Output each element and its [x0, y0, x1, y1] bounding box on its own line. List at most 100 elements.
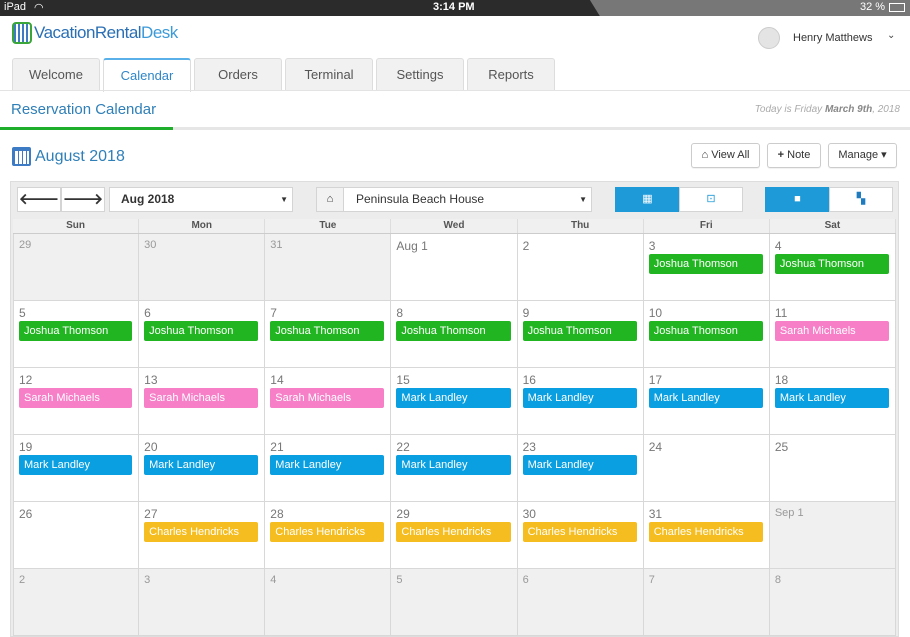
grid-view-toggle[interactable]: ▚ [829, 187, 893, 212]
add-note-button[interactable]: + Note [767, 143, 821, 168]
reservation-event[interactable]: Mark Landley [396, 455, 511, 475]
day-cell[interactable]: 19 Mark Landley [13, 435, 140, 502]
reservation-event[interactable]: Mark Landley [774, 388, 889, 408]
reservation-event[interactable]: Mark Landley [396, 388, 511, 408]
day-cell[interactable]: 5 [391, 569, 518, 636]
day-cell[interactable]: 27 Charles Hendricks [139, 502, 266, 569]
next-month-button[interactable]: 🡒 [61, 187, 105, 212]
day-cell[interactable]: 29 Charles Hendricks [391, 502, 518, 569]
day-cell[interactable]: 8 [769, 569, 896, 636]
day-cell[interactable]: 24 [643, 435, 770, 502]
reservation-event[interactable]: Sarah Michaels [774, 321, 889, 341]
day-cell[interactable]: 23 Mark Landley [517, 435, 644, 502]
single-view-toggle[interactable]: ■ [765, 187, 830, 212]
reservation-event[interactable]: Joshua Thomson [648, 321, 763, 341]
day-cell[interactable]: 25 [769, 435, 896, 502]
weekday-label: Fri [644, 219, 770, 233]
weekday-label: Thu [518, 219, 644, 233]
day-number: 15 [396, 373, 410, 387]
day-cell[interactable]: 16 Mark Landley [517, 368, 644, 435]
day-cell[interactable]: 4 [265, 569, 392, 636]
prev-month-button[interactable]: 🡐 [17, 187, 61, 212]
day-cell[interactable]: 12 Sarah Michaels [13, 368, 140, 435]
tab-settings[interactable]: Settings [376, 58, 464, 90]
reservation-event[interactable]: Mark Landley [270, 455, 385, 475]
day-cell[interactable]: 3 Joshua Thomson [643, 234, 770, 301]
reservation-event[interactable]: Charles Hendricks [648, 522, 763, 542]
tab-reports[interactable]: Reports [467, 58, 555, 90]
arrow-left-icon: 🡐 [18, 191, 60, 208]
money-view-toggle[interactable]: ⊡ [679, 187, 743, 212]
day-cell[interactable]: 18 Mark Landley [769, 368, 896, 435]
reservation-event[interactable]: Charles Hendricks [396, 522, 511, 542]
view-all-button[interactable]: ⌂ View All [691, 143, 760, 168]
day-cell[interactable]: 26 [13, 502, 140, 569]
calendar-view-toggle[interactable]: ▦ [615, 187, 680, 212]
tab-welcome[interactable]: Welcome [12, 58, 100, 90]
day-cell[interactable]: 31 Charles Hendricks [643, 502, 770, 569]
reservation-event[interactable]: Joshua Thomson [270, 321, 385, 341]
tab-terminal[interactable]: Terminal [285, 58, 373, 90]
reservation-event[interactable]: Mark Landley [144, 455, 259, 475]
day-cell[interactable]: 2 [13, 569, 140, 636]
reservation-event[interactable]: Sarah Michaels [270, 388, 385, 408]
day-cell[interactable]: 7 [643, 569, 770, 636]
reservation-event[interactable]: Charles Hendricks [144, 522, 259, 542]
day-cell[interactable]: 30 Charles Hendricks [517, 502, 644, 569]
day-cell[interactable]: 7 Joshua Thomson [265, 301, 392, 368]
day-number: 19 [19, 440, 33, 454]
month-select[interactable]: Aug 2018 ▼ [109, 187, 293, 212]
user-menu[interactable]: Henry Matthews [758, 27, 872, 49]
day-cell[interactable]: 8 Joshua Thomson [391, 301, 518, 368]
tab-calendar[interactable]: Calendar [103, 58, 191, 92]
day-cell[interactable]: 21 Mark Landley [265, 435, 392, 502]
reservation-event[interactable]: Mark Landley [648, 388, 763, 408]
day-number: 2 [522, 239, 530, 253]
day-cell[interactable]: 9 Joshua Thomson [517, 301, 644, 368]
chevron-down-icon[interactable]: ⌄ [887, 30, 896, 41]
reservation-event[interactable]: Joshua Thomson [522, 321, 637, 341]
day-cell[interactable]: 6 Joshua Thomson [139, 301, 266, 368]
reservation-event[interactable]: Mark Landley [19, 455, 133, 475]
reservation-event[interactable]: Sarah Michaels [19, 388, 133, 408]
tab-orders[interactable]: Orders [194, 58, 282, 90]
day-cell[interactable]: 10 Joshua Thomson [643, 301, 770, 368]
reservation-event[interactable]: Joshua Thomson [144, 321, 259, 341]
day-cell[interactable]: 4 Joshua Thomson [769, 234, 896, 301]
reservation-event[interactable]: Joshua Thomson [648, 254, 763, 274]
home-icon: ⌂ [701, 149, 709, 161]
reservation-event[interactable]: Mark Landley [522, 455, 637, 475]
day-cell[interactable]: Aug 1 [391, 234, 518, 301]
weekday-label: Sun [13, 219, 140, 233]
day-cell[interactable]: 30 [139, 234, 266, 301]
day-cell[interactable]: 3 [139, 569, 266, 636]
reservation-event[interactable]: Mark Landley [522, 388, 637, 408]
day-cell[interactable]: 17 Mark Landley [643, 368, 770, 435]
day-cell[interactable]: 5 Joshua Thomson [13, 301, 140, 368]
day-number: 22 [396, 440, 410, 454]
reservation-event[interactable]: Joshua Thomson [396, 321, 511, 341]
reservation-event[interactable]: Sarah Michaels [144, 388, 259, 408]
reservation-event[interactable]: Charles Hendricks [522, 522, 637, 542]
day-cell[interactable]: Sep 1 [769, 502, 896, 569]
property-select[interactable]: Peninsula Beach House ▼ [343, 187, 592, 212]
day-cell[interactable]: 20 Mark Landley [139, 435, 266, 502]
caret-down-icon: ▼ [280, 195, 288, 204]
logo[interactable]: VacationRentalDesk [12, 22, 178, 44]
day-cell[interactable]: 29 [13, 234, 140, 301]
day-cell[interactable]: 31 [265, 234, 392, 301]
day-cell[interactable]: 15 Mark Landley [391, 368, 518, 435]
day-cell[interactable]: 2 [517, 234, 644, 301]
day-cell[interactable]: 13 Sarah Michaels [139, 368, 266, 435]
manage-dropdown[interactable]: Manage ▾ [828, 143, 897, 168]
day-cell[interactable]: 28 Charles Hendricks [265, 502, 392, 569]
day-cell[interactable]: 11 Sarah Michaels [769, 301, 896, 368]
weekday-label: Mon [139, 219, 266, 233]
caret-down-icon: ▾ [881, 149, 887, 161]
day-cell[interactable]: 22 Mark Landley [391, 435, 518, 502]
reservation-event[interactable]: Charles Hendricks [270, 522, 385, 542]
day-cell[interactable]: 14 Sarah Michaels [265, 368, 392, 435]
reservation-event[interactable]: Joshua Thomson [774, 254, 889, 274]
reservation-event[interactable]: Joshua Thomson [19, 321, 133, 341]
day-cell[interactable]: 6 [517, 569, 644, 636]
